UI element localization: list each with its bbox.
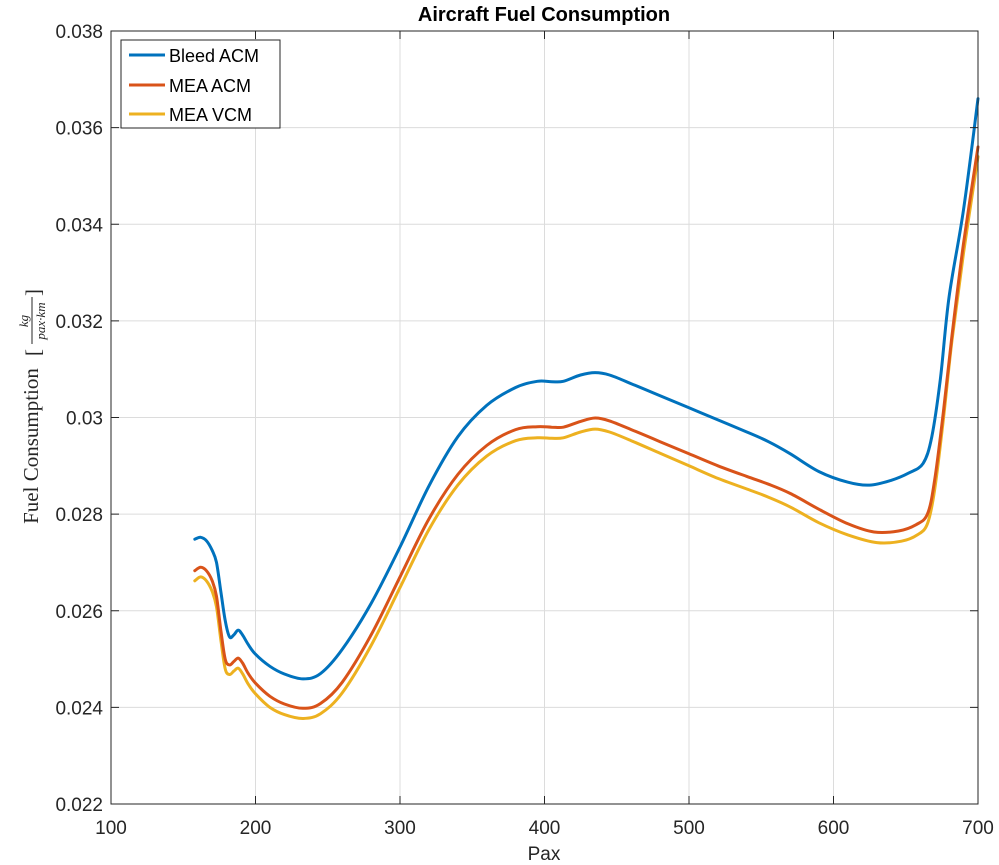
y-tick-label: 0.032 bbox=[55, 312, 103, 333]
y-tick-label: 0.034 bbox=[55, 215, 103, 236]
x-tick-label: 500 bbox=[673, 818, 705, 839]
y-tick-label: 0.022 bbox=[55, 795, 103, 816]
legend-label-mea-acm: MEA ACM bbox=[169, 76, 251, 96]
series-line-bleed-acm bbox=[193, 97, 980, 681]
y-axis-label-bracket-left: [ bbox=[21, 349, 45, 356]
x-axis-label: Pax bbox=[528, 844, 561, 865]
x-tick-label: 600 bbox=[818, 818, 850, 839]
series-lines bbox=[193, 97, 980, 721]
axis-ticks: 100 200 300 400 500 600 700 0.022 0.024 0.026 0.02… bbox=[55, 22, 993, 839]
legend-label-mea-vcm: MEA VCM bbox=[169, 105, 252, 125]
x-tick-label: 400 bbox=[529, 818, 561, 839]
series-line-mea-acm bbox=[193, 145, 980, 710]
y-axis-label-text: Fuel Consumption bbox=[19, 368, 43, 524]
x-tick-label: 200 bbox=[240, 818, 272, 839]
y-axis-label-unit-denominator: pax·km bbox=[33, 302, 48, 340]
y-axis-label-bracket-right: ] bbox=[21, 289, 45, 296]
y-tick-label: 0.024 bbox=[55, 698, 103, 719]
y-tick-label: 0.038 bbox=[55, 22, 103, 43]
legend-label-bleed-acm: Bleed ACM bbox=[169, 46, 259, 66]
x-tick-label: 700 bbox=[962, 818, 994, 839]
grid bbox=[110, 30, 979, 805]
y-tick-label: 0.036 bbox=[55, 119, 103, 140]
x-tick-label: 100 bbox=[95, 818, 127, 839]
y-tick-label: 0.03 bbox=[66, 409, 103, 430]
legend: Bleed ACM MEA ACM MEA VCM bbox=[120, 39, 281, 129]
x-tick-label: 300 bbox=[384, 818, 416, 839]
chart-title: Aircraft Fuel Consumption bbox=[418, 4, 670, 26]
y-axis-label-unit-numerator: kg bbox=[16, 314, 31, 327]
y-tick-label: 0.026 bbox=[55, 602, 103, 623]
series-line-mea-vcm bbox=[193, 155, 980, 721]
y-axis-label: Fuel Consumption [ kg pax·km ] bbox=[16, 289, 48, 524]
y-tick-label: 0.028 bbox=[55, 505, 103, 526]
